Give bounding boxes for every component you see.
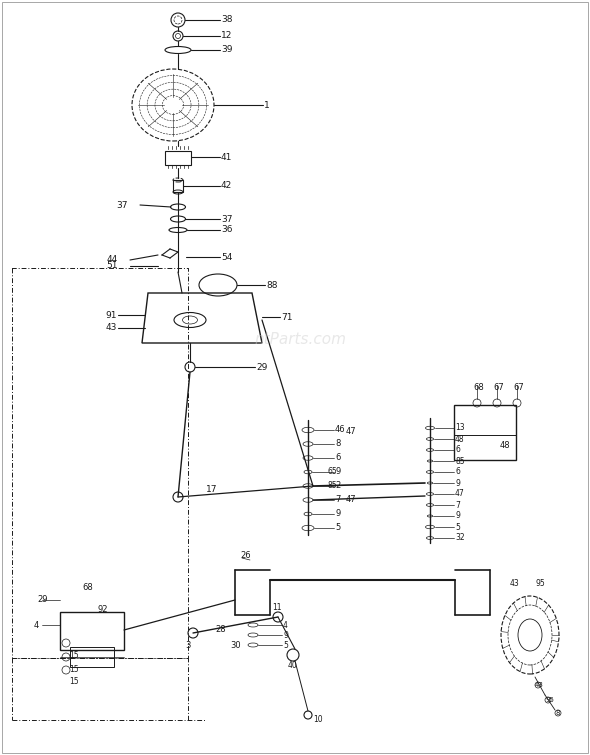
Text: 6: 6 bbox=[335, 454, 340, 463]
Text: 39: 39 bbox=[221, 45, 232, 54]
Text: 44: 44 bbox=[107, 255, 118, 264]
Text: 68: 68 bbox=[82, 583, 93, 591]
Text: 10: 10 bbox=[313, 716, 323, 725]
Text: 47: 47 bbox=[455, 489, 465, 498]
Text: 17: 17 bbox=[206, 485, 218, 494]
Text: 5: 5 bbox=[455, 522, 460, 532]
Text: 37: 37 bbox=[116, 201, 128, 209]
Text: ntParts.com: ntParts.com bbox=[254, 332, 346, 347]
Text: 51: 51 bbox=[107, 261, 118, 270]
Text: 88: 88 bbox=[266, 281, 277, 289]
Text: 15: 15 bbox=[69, 651, 78, 660]
Text: 7: 7 bbox=[335, 495, 340, 504]
Text: 37: 37 bbox=[221, 214, 232, 223]
Text: 43: 43 bbox=[106, 323, 117, 332]
Text: 9: 9 bbox=[455, 511, 460, 520]
Text: 54: 54 bbox=[221, 252, 232, 261]
Text: 9: 9 bbox=[455, 479, 460, 488]
Text: 28: 28 bbox=[215, 625, 225, 634]
Text: 95: 95 bbox=[546, 697, 555, 703]
Text: 8: 8 bbox=[556, 710, 560, 716]
Bar bbox=[173, 180, 183, 192]
Text: 67: 67 bbox=[513, 383, 524, 392]
Text: 9: 9 bbox=[283, 630, 288, 639]
Text: 5: 5 bbox=[283, 640, 288, 649]
Text: 5: 5 bbox=[335, 523, 340, 532]
Text: 9: 9 bbox=[335, 467, 340, 476]
Text: 38: 38 bbox=[221, 16, 232, 24]
Text: 91: 91 bbox=[106, 310, 117, 319]
Text: 30: 30 bbox=[230, 640, 241, 649]
Text: 40: 40 bbox=[288, 661, 298, 670]
Text: 9: 9 bbox=[335, 510, 340, 519]
Text: 2: 2 bbox=[335, 482, 340, 491]
Text: 12: 12 bbox=[221, 32, 232, 41]
Text: 43: 43 bbox=[510, 578, 520, 587]
Text: 85: 85 bbox=[328, 482, 337, 491]
Text: 95: 95 bbox=[535, 578, 545, 587]
Text: 41: 41 bbox=[221, 153, 232, 162]
Text: 85: 85 bbox=[455, 457, 465, 466]
Bar bbox=[60, 612, 124, 650]
Text: 47: 47 bbox=[346, 495, 356, 504]
Text: 26: 26 bbox=[240, 550, 251, 559]
Text: 11: 11 bbox=[272, 603, 281, 612]
Text: 7: 7 bbox=[455, 501, 460, 510]
Text: 47: 47 bbox=[346, 427, 356, 436]
Bar bbox=[70, 647, 114, 667]
Text: 67: 67 bbox=[493, 383, 504, 392]
Text: 13: 13 bbox=[455, 424, 465, 433]
Text: 46: 46 bbox=[335, 426, 346, 434]
Bar bbox=[165, 151, 191, 165]
Text: 1: 1 bbox=[264, 100, 270, 109]
Bar bbox=[454, 405, 516, 460]
Text: 71: 71 bbox=[281, 313, 293, 322]
Text: 15: 15 bbox=[69, 677, 78, 686]
Text: 92: 92 bbox=[97, 606, 107, 615]
Text: 48: 48 bbox=[455, 434, 465, 443]
Text: 6: 6 bbox=[455, 467, 460, 476]
Text: 3: 3 bbox=[185, 640, 191, 649]
Text: 8: 8 bbox=[335, 439, 340, 448]
Text: 65: 65 bbox=[328, 467, 337, 476]
Text: 32: 32 bbox=[455, 534, 465, 543]
Text: 4: 4 bbox=[34, 621, 40, 630]
Text: 48: 48 bbox=[500, 440, 510, 449]
Text: 6: 6 bbox=[455, 445, 460, 455]
Text: 42: 42 bbox=[221, 181, 232, 190]
Text: 68: 68 bbox=[473, 383, 484, 392]
Text: 43: 43 bbox=[535, 682, 544, 688]
Text: 29: 29 bbox=[256, 362, 267, 371]
Text: 29: 29 bbox=[37, 596, 48, 605]
Text: 15: 15 bbox=[69, 664, 78, 673]
Text: 36: 36 bbox=[221, 226, 232, 235]
Text: 4: 4 bbox=[283, 621, 288, 630]
